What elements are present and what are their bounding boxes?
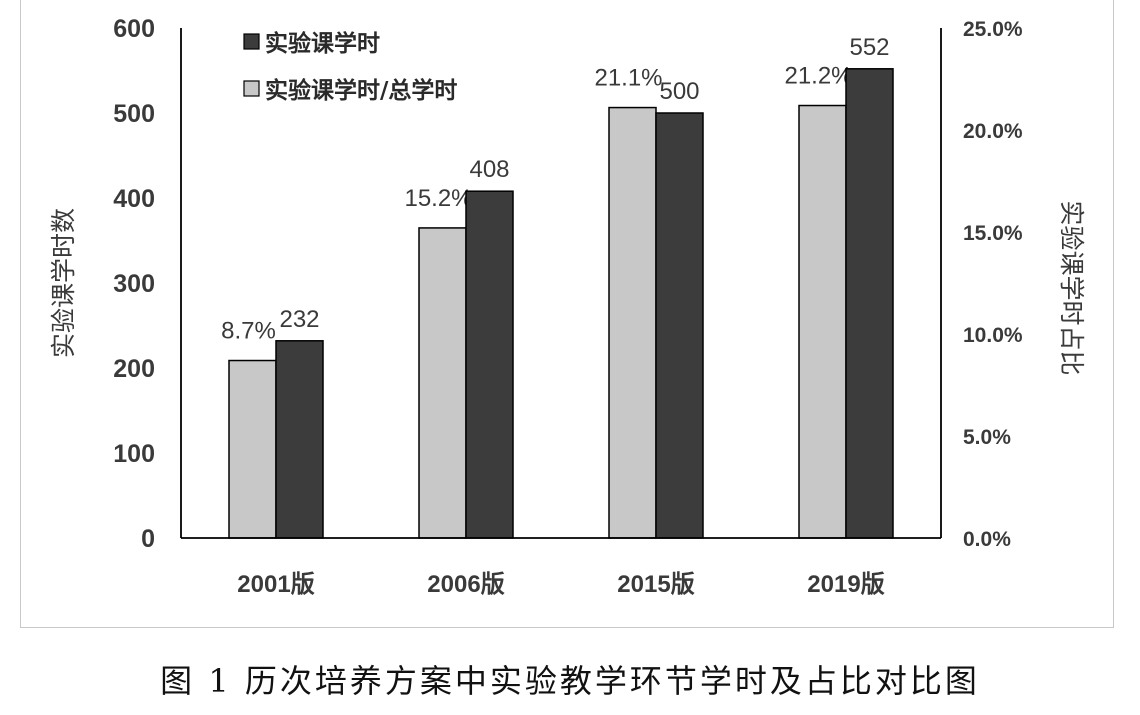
data-label: 500: [659, 78, 699, 105]
y-tick-label-left: 100: [113, 440, 155, 468]
figure-caption: 图 1 历次培养方案中实验教学环节学时及占比对比图: [160, 662, 980, 700]
data-label: 21.1%: [594, 65, 662, 92]
bar-ratio: [608, 106, 657, 539]
y-tick-label-right: 0.0%: [963, 528, 1011, 551]
y-tick-label-right: 10.0%: [963, 324, 1023, 347]
chart-frame: [20, 0, 1114, 628]
data-label: 552: [849, 34, 889, 61]
y-tick-label-right: 15.0%: [963, 222, 1023, 245]
bar-hours: [465, 190, 514, 539]
y-tick-label-right: 20.0%: [963, 120, 1023, 143]
data-label: 232: [279, 306, 319, 333]
y-tick-label-right: 5.0%: [963, 426, 1011, 449]
data-label: 21.2%: [784, 63, 852, 90]
legend-swatch: [243, 33, 260, 50]
legend-label: 实验课学时: [265, 30, 380, 57]
data-label: 8.7%: [221, 318, 276, 345]
y-axis-title-right: 实验课学时占比: [1057, 200, 1086, 375]
y-tick-label-left: 0: [141, 525, 155, 553]
y-tick-label-left: 600: [113, 15, 155, 43]
bar-hours: [275, 340, 324, 539]
x-tick-label: 2001版: [237, 571, 314, 598]
legend-swatch: [243, 80, 260, 97]
y-tick-label-left: 200: [113, 355, 155, 383]
y-axis-title-left: 实验课学时数: [49, 208, 78, 358]
x-tick-label: 2019版: [807, 571, 884, 598]
bar-chart: 0 100 200 300 400 500 600 0.0% 5.0% 10.0% 15.0% 20.…: [49, 15, 1086, 598]
x-tick-label: 2006版: [427, 571, 504, 598]
legend-label: 实验课学时/总学时: [265, 77, 457, 104]
bar-hours: [655, 112, 704, 539]
data-label: 15.2%: [404, 185, 472, 212]
x-tick-label: 2015版: [617, 571, 694, 598]
bar-ratio: [418, 227, 467, 539]
bar-ratio: [798, 104, 847, 539]
bar-hours: [845, 68, 894, 539]
bar-ratio: [228, 359, 277, 539]
y-tick-label-right: 25.0%: [963, 18, 1023, 41]
data-label: 408: [469, 156, 509, 183]
y-tick-label-left: 500: [113, 100, 155, 128]
y-tick-label-left: 300: [113, 270, 155, 298]
y-tick-label-left: 400: [113, 185, 155, 213]
